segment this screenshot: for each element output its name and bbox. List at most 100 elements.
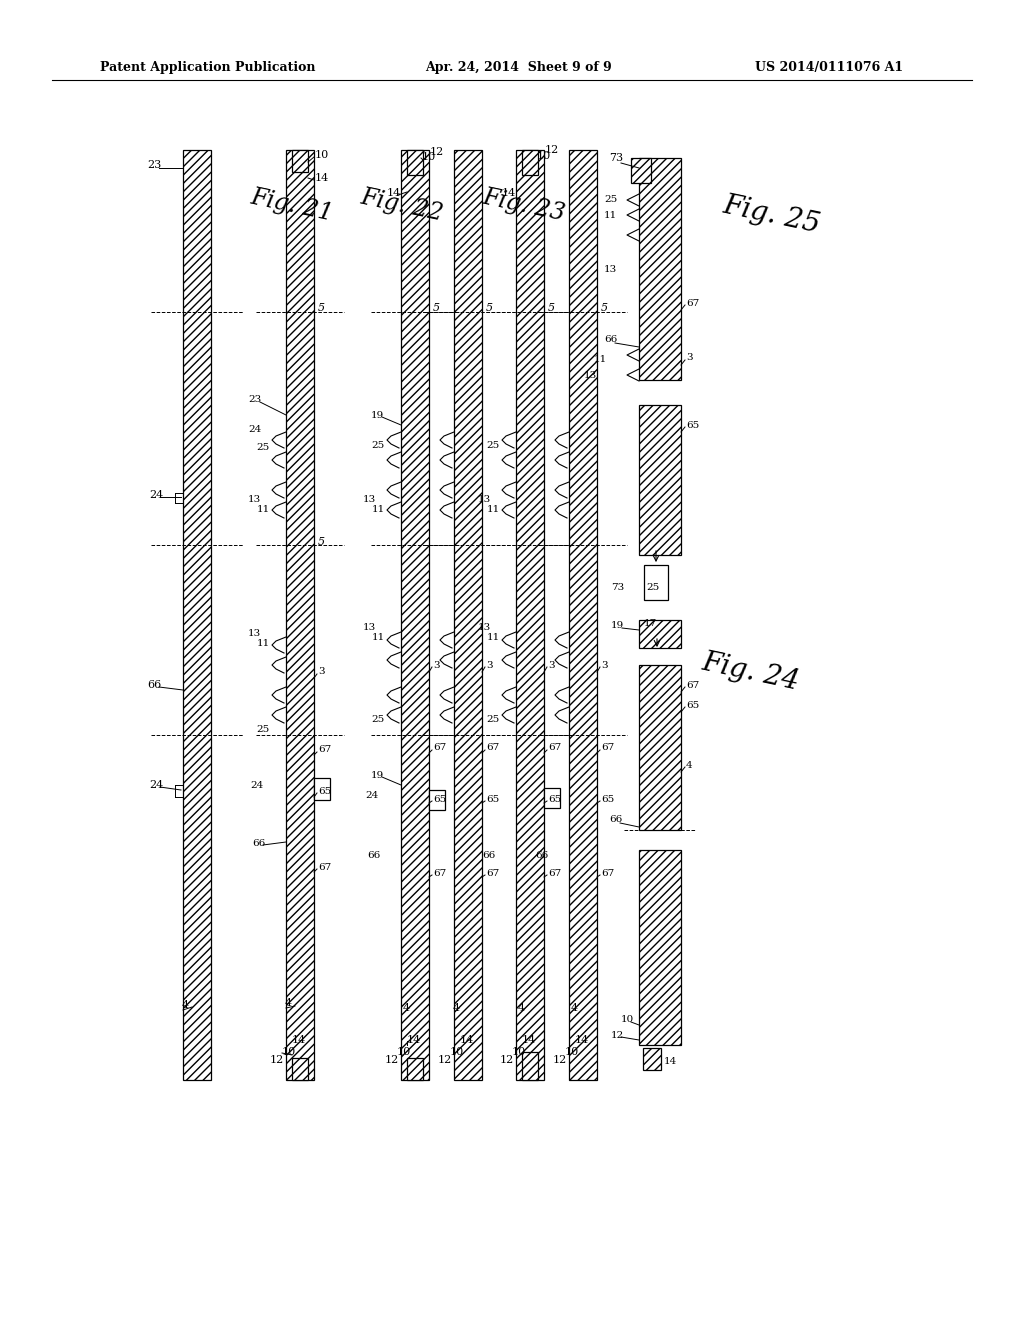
Text: 24: 24 xyxy=(365,791,378,800)
Text: 25: 25 xyxy=(371,715,384,725)
Text: Patent Application Publication: Patent Application Publication xyxy=(100,62,315,74)
Text: 4: 4 xyxy=(571,1003,579,1012)
Text: 13: 13 xyxy=(362,495,376,504)
Bar xyxy=(429,789,445,810)
Text: 13: 13 xyxy=(362,623,376,632)
Text: 67: 67 xyxy=(318,746,331,755)
Text: Apr. 24, 2014  Sheet 9 of 9: Apr. 24, 2014 Sheet 9 of 9 xyxy=(425,62,611,74)
Text: 67: 67 xyxy=(433,743,446,752)
Text: 13: 13 xyxy=(478,495,492,504)
Text: 73: 73 xyxy=(611,583,625,593)
Text: 25: 25 xyxy=(604,195,617,205)
Text: 66: 66 xyxy=(367,850,380,859)
Text: 14: 14 xyxy=(387,187,401,198)
Text: 10: 10 xyxy=(282,1047,296,1057)
Bar xyxy=(631,158,651,183)
Text: 19: 19 xyxy=(611,620,625,630)
Text: 24: 24 xyxy=(150,490,163,500)
Bar xyxy=(407,150,423,176)
Text: 14: 14 xyxy=(522,1035,537,1045)
Bar xyxy=(639,850,681,1045)
Text: 24: 24 xyxy=(150,780,163,789)
Text: US 2014/0111076 A1: US 2014/0111076 A1 xyxy=(755,62,903,74)
Text: 66: 66 xyxy=(609,816,623,825)
Bar xyxy=(522,1052,538,1080)
Text: 5: 5 xyxy=(486,304,494,313)
Text: 67: 67 xyxy=(601,869,614,878)
Text: 67: 67 xyxy=(601,743,614,752)
Text: 13: 13 xyxy=(248,495,261,504)
Text: 10: 10 xyxy=(512,1047,526,1057)
Text: 73: 73 xyxy=(609,153,624,162)
Text: 10: 10 xyxy=(621,1015,634,1024)
Text: 66: 66 xyxy=(147,680,161,690)
Text: 24: 24 xyxy=(248,425,261,434)
Text: 4: 4 xyxy=(686,760,692,770)
Text: Fig. 24: Fig. 24 xyxy=(699,648,802,696)
Text: 14: 14 xyxy=(292,1035,306,1045)
Bar xyxy=(569,150,597,1080)
Text: 67: 67 xyxy=(486,743,500,752)
Text: 67: 67 xyxy=(318,862,331,871)
Text: 5: 5 xyxy=(601,304,608,313)
Text: 3: 3 xyxy=(318,668,325,676)
Text: 14: 14 xyxy=(315,173,330,183)
Text: 13: 13 xyxy=(604,265,617,275)
Bar xyxy=(407,1059,423,1080)
Text: 10: 10 xyxy=(565,1047,580,1057)
Bar xyxy=(183,150,211,1080)
Text: 13: 13 xyxy=(248,628,261,638)
Text: 17: 17 xyxy=(644,619,657,627)
Text: 19: 19 xyxy=(371,771,384,780)
Text: 12: 12 xyxy=(385,1055,399,1065)
Text: 10: 10 xyxy=(450,1047,464,1057)
Text: 13: 13 xyxy=(478,623,492,632)
Text: 12: 12 xyxy=(545,145,559,154)
Text: 66: 66 xyxy=(252,838,265,847)
Bar xyxy=(401,150,429,1080)
Text: 3: 3 xyxy=(601,660,607,669)
Text: 65: 65 xyxy=(686,421,699,429)
Text: 25: 25 xyxy=(256,444,269,453)
Text: 23: 23 xyxy=(248,396,261,404)
Bar xyxy=(286,150,314,1080)
Text: 66: 66 xyxy=(604,335,617,345)
Text: 3: 3 xyxy=(486,660,493,669)
Text: 67: 67 xyxy=(686,681,699,689)
Text: 25: 25 xyxy=(646,583,659,593)
Text: 4: 4 xyxy=(182,1001,189,1010)
Text: 65: 65 xyxy=(601,796,614,804)
Text: 11: 11 xyxy=(257,639,270,648)
Text: 66: 66 xyxy=(482,850,496,859)
Bar xyxy=(544,788,560,808)
Text: 23: 23 xyxy=(147,160,161,170)
Bar xyxy=(639,665,681,830)
Text: 12: 12 xyxy=(553,1055,567,1065)
Text: 10: 10 xyxy=(397,1047,412,1057)
Text: 12: 12 xyxy=(438,1055,453,1065)
Text: 14: 14 xyxy=(502,187,516,198)
Text: Fig. 25: Fig. 25 xyxy=(720,191,822,239)
Text: 65: 65 xyxy=(318,788,331,796)
Text: 10: 10 xyxy=(537,150,551,161)
Bar xyxy=(643,1048,662,1071)
Bar xyxy=(292,1059,308,1080)
Bar xyxy=(639,620,681,648)
Text: 25: 25 xyxy=(486,441,500,450)
Text: 4: 4 xyxy=(518,1003,525,1012)
Text: 67: 67 xyxy=(548,869,561,878)
Text: 13: 13 xyxy=(584,371,597,380)
Text: Fig. 21: Fig. 21 xyxy=(248,185,335,224)
Text: 12: 12 xyxy=(270,1055,285,1065)
Text: 11: 11 xyxy=(604,210,617,219)
Text: 12: 12 xyxy=(611,1031,625,1040)
Text: 25: 25 xyxy=(256,726,269,734)
Text: 11: 11 xyxy=(487,506,501,515)
Bar xyxy=(639,158,681,380)
Text: 67: 67 xyxy=(686,298,699,308)
Text: 25: 25 xyxy=(371,441,384,450)
Text: 67: 67 xyxy=(433,869,446,878)
Text: 12: 12 xyxy=(500,1055,514,1065)
Text: 65: 65 xyxy=(548,796,561,804)
Text: 11: 11 xyxy=(372,506,385,515)
